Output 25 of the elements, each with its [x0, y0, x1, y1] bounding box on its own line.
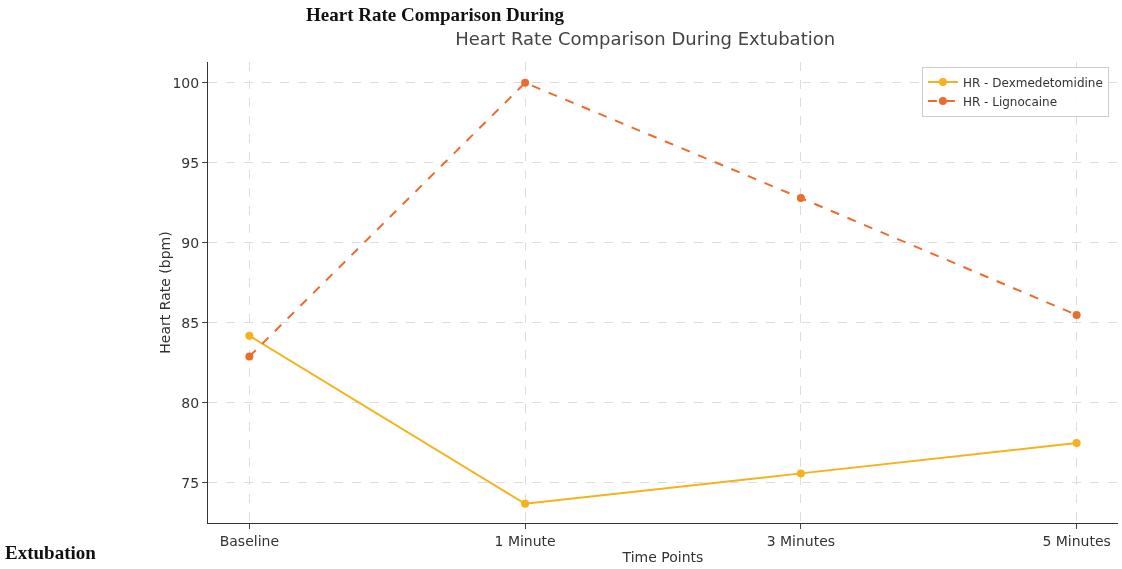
y-tick-label: 100 [172, 74, 200, 91]
point [796, 469, 805, 478]
point [1072, 310, 1081, 319]
point [796, 194, 805, 203]
y-tick-label: 95 [181, 154, 200, 171]
legend-label: HR - Dexmedetomidine [962, 75, 1103, 90]
y-axis-title: Heart Rate (bpm) [157, 231, 173, 354]
point [1072, 438, 1081, 447]
x-tick-label: Baseline [219, 532, 280, 549]
legend-label: HR - Lignocaine [962, 94, 1058, 109]
point [521, 499, 530, 508]
chart-title: Heart Rate Comparison During Extubation [455, 28, 836, 50]
x-tick-label: 5 Minutes [1042, 532, 1111, 549]
x-tick-label: 3 Minutes [766, 532, 836, 549]
text: Extubation [5, 542, 97, 563]
x-tick-label: 1 Minute [494, 532, 556, 549]
y-tick-label: 80 [181, 394, 200, 411]
text: Heart Rate Comparison During [306, 4, 565, 25]
point [245, 331, 254, 340]
y-tick-label: 75 [181, 474, 200, 491]
y-tick-label: 90 [181, 234, 200, 251]
point [521, 78, 530, 87]
y-tick-label: 85 [181, 314, 200, 331]
x-axis-title: Time Points [621, 549, 704, 566]
point [245, 352, 254, 361]
